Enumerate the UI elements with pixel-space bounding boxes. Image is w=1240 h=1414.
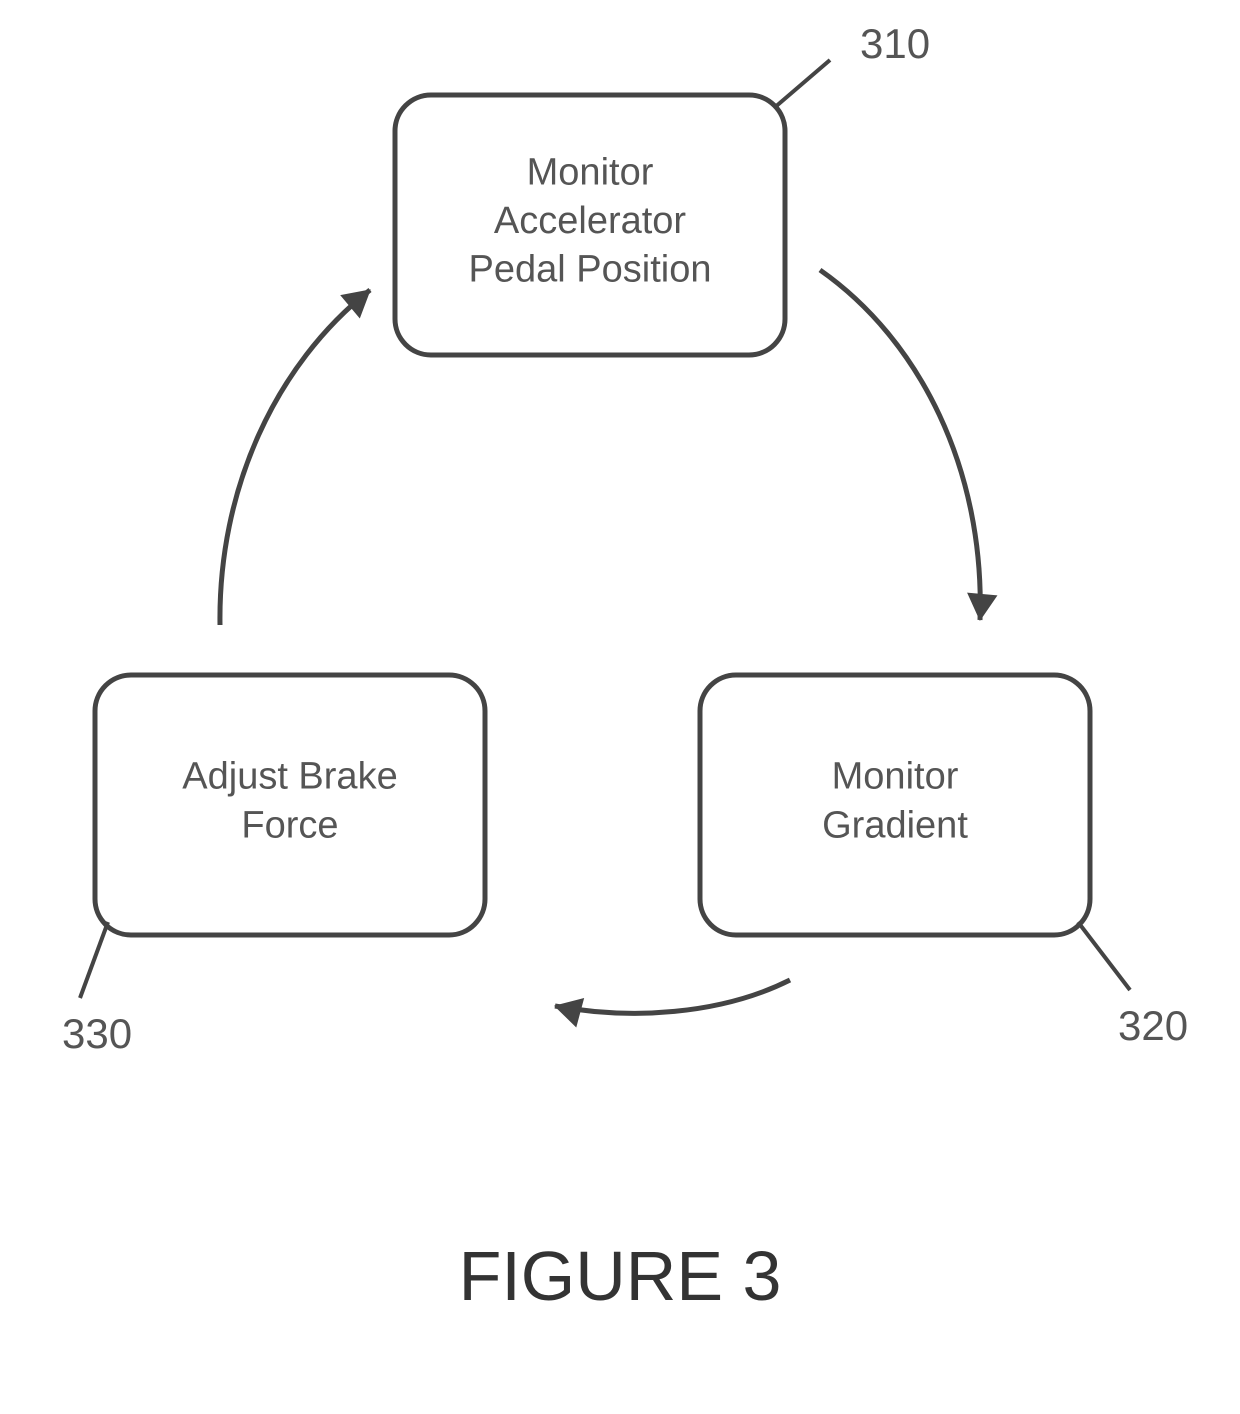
ref-label-n310: 310 (860, 20, 930, 67)
node-label-n320-line0: Monitor (832, 756, 959, 798)
callout-line-n330 (80, 922, 108, 998)
ref-label-n320: 320 (1118, 1002, 1188, 1049)
edge-n320-n330 (551, 980, 790, 1027)
diagram-canvas: MonitorAcceleratorPedal Position310Monit… (0, 0, 1240, 1409)
edge-n330-n310 (220, 279, 379, 625)
edge-n310-n320 (820, 270, 997, 621)
callout-line-n320 (1078, 922, 1130, 990)
node-label-n310-line2: Pedal Position (469, 249, 712, 291)
node-label-n330-line1: Force (241, 804, 338, 846)
callout-line-n310 (774, 60, 830, 108)
node-n310: Monitor Accelerator Pedal Position 310 (395, 20, 930, 355)
node-n320: Monitor Gradient 320 (700, 675, 1188, 1049)
node-label-n330-line0: Adjust Brake (182, 756, 397, 798)
node-label-n310-line0: Monitor (527, 151, 654, 193)
node-label-n320-line1: Gradient (822, 804, 968, 846)
node-n330: Adjust Brake Force 330 (62, 675, 485, 1057)
ref-label-n330: 330 (62, 1010, 132, 1057)
figure-label: FIGURE 3 (459, 1237, 782, 1315)
node-label-n310-line1: Accelerator (494, 200, 687, 242)
